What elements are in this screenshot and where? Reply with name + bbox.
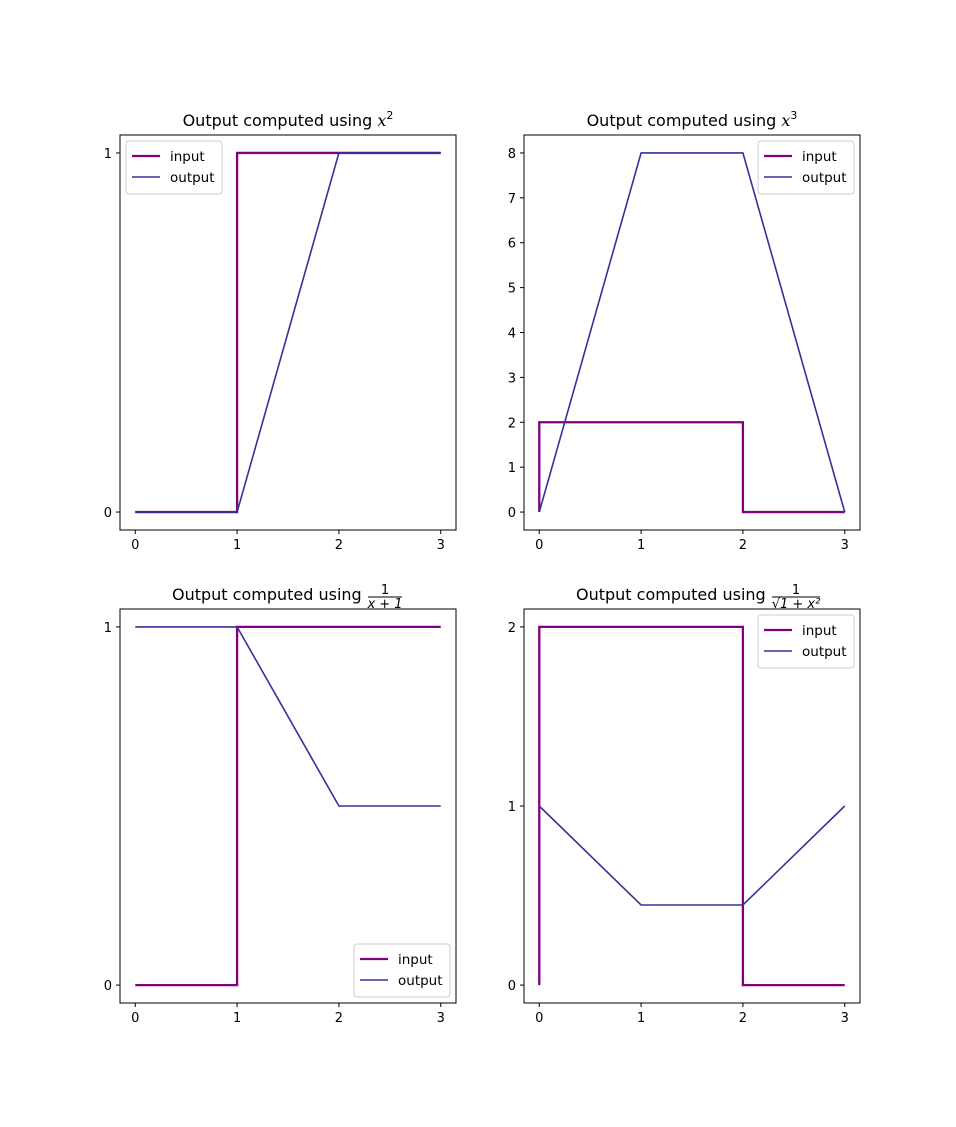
legend: input output [125, 140, 223, 195]
chart-title-sup: 2 [386, 109, 393, 122]
legend-box [757, 614, 855, 669]
legend-box [125, 140, 223, 195]
y-tick-label: 1 [508, 800, 516, 815]
y-tick-label: 0 [104, 506, 112, 521]
chart-title-math: x [377, 111, 386, 130]
y-tick-label: 3 [508, 371, 516, 386]
y-tick-label: 0 [508, 506, 516, 521]
legend-label-input: input [802, 623, 837, 639]
legend: input output [757, 614, 855, 669]
x-tick-label: 3 [437, 1011, 445, 1026]
axes-frame [119, 608, 457, 1004]
chart-title-prefix: Output computed using [183, 111, 378, 130]
axes-frame [119, 134, 457, 531]
y-tick-label: 1 [104, 147, 112, 162]
x-tick-label: 3 [437, 538, 445, 553]
legend-label-input: input [398, 952, 433, 968]
legend-box [757, 140, 855, 195]
x-tick-label: 0 [131, 1011, 139, 1026]
y-tick-label: 4 [508, 327, 516, 342]
legend: input output [353, 943, 451, 998]
x-tick-label: 1 [233, 538, 241, 553]
series-line-output [135, 626, 441, 807]
series-line-input [135, 625, 441, 987]
y-tick-label: 6 [508, 237, 516, 252]
x-tick-label: 1 [637, 1011, 645, 1026]
chart-title: Output computed using 1x + 1 [172, 583, 403, 612]
y-tick-label: 7 [508, 192, 516, 207]
series-line-output [538, 805, 846, 906]
legend-label-output: output [170, 170, 215, 186]
series-line-output [538, 152, 846, 513]
y-tick-label: 1 [104, 621, 112, 636]
series-line-output [135, 152, 441, 513]
chart-title-prefix: Output computed using [587, 111, 782, 130]
x-tick-label: 2 [739, 1011, 747, 1026]
y-tick-label: 2 [508, 416, 516, 431]
legend-label-output: output [802, 644, 847, 660]
y-tick-label: 5 [508, 282, 516, 297]
x-tick-label: 3 [841, 1011, 849, 1026]
chart-title-sup: 3 [790, 109, 797, 122]
y-tick-label: 1 [508, 461, 516, 476]
y-tick-label: 8 [508, 147, 516, 162]
chart-title: Output computed using x3 [587, 109, 798, 130]
legend-label-output: output [398, 973, 443, 989]
chart-title-math: x [781, 111, 790, 130]
legend-label-output: output [802, 170, 847, 186]
legend: input output [757, 140, 855, 195]
chart-title: Output computed using 1√1 + x² [576, 583, 820, 612]
x-tick-label: 2 [335, 1011, 343, 1026]
chart-title-denominator: √1 + x² [772, 597, 821, 612]
x-tick-label: 1 [233, 1011, 241, 1026]
subplot-3: Output computed using 1x + 10 1 2 301inputo… [104, 583, 457, 1026]
x-tick-label: 3 [841, 538, 849, 553]
chart-title-prefix: Output computed using [172, 585, 362, 604]
subplot-1: Output computed using x20 1 2 301 inputoutpu… [104, 109, 457, 553]
x-tick-label: 2 [335, 538, 343, 553]
x-tick-label: 0 [131, 538, 139, 553]
x-tick-label: 0 [535, 538, 543, 553]
y-tick-label: 0 [508, 979, 516, 994]
x-tick-label: 1 [637, 538, 645, 553]
legend-box [353, 943, 451, 998]
series-line-input [538, 421, 845, 514]
chart-title-denominator: x + 1 [366, 597, 402, 612]
chart-title-prefix: Output computed using [576, 585, 766, 604]
chart-title: Output computed using x2 [183, 109, 394, 130]
series-line-input [538, 625, 845, 987]
y-tick-label: 2 [508, 621, 516, 636]
chart-title-numerator: 1 [792, 583, 800, 598]
chart-title-numerator: 1 [381, 583, 389, 598]
legend-label-input: input [170, 149, 205, 165]
legend-label-input: input [802, 149, 837, 165]
y-tick-label: 0 [104, 979, 112, 994]
x-tick-label: 0 [535, 1011, 543, 1026]
x-tick-label: 2 [739, 538, 747, 553]
